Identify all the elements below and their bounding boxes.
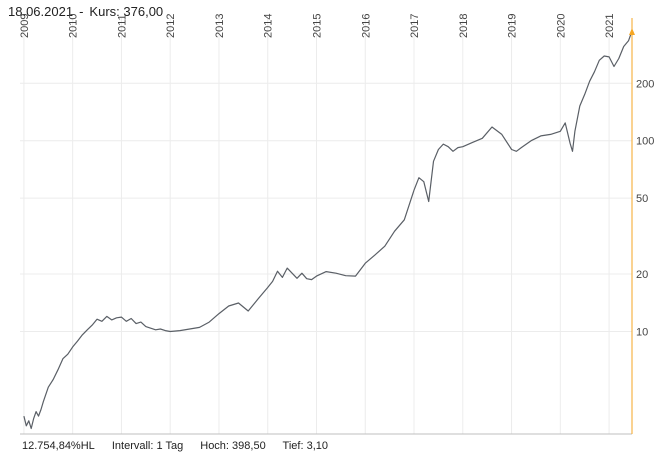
performance-value: 12.754,84%HL xyxy=(22,440,95,452)
quote-date: 18.06.2021 xyxy=(8,4,74,19)
x-tick-label: 2012 xyxy=(165,14,177,38)
high-value: Hoch: 398,50 xyxy=(200,440,266,452)
x-tick-label: 2017 xyxy=(409,14,421,38)
x-axis-year-labels: 2009 2010 2011 2012 2013 2014 2015 2016 2017 2018… xyxy=(19,14,616,38)
price-series-line xyxy=(23,30,633,430)
header-separator: - xyxy=(79,4,84,19)
plot-area xyxy=(23,28,635,430)
x-tick-label: 2013 xyxy=(214,14,226,38)
y-tick-label: 10 xyxy=(636,326,648,338)
x-tick-label: 2018 xyxy=(458,14,470,38)
last-price-marker xyxy=(629,28,635,36)
price-label: Kurs: xyxy=(89,4,120,19)
y-tick-label: 20 xyxy=(636,269,648,281)
chart-footer: 12.754,84%HL Intervall: 1 Tag Hoch: 398,… xyxy=(22,440,342,452)
y-axis-ticks: 10 20 50 100 200 xyxy=(636,78,654,338)
x-tick-label: 2021 xyxy=(604,14,616,38)
x-tick-label: 2014 xyxy=(263,14,275,38)
chart-grid xyxy=(20,18,633,435)
x-tick-label: 2010 xyxy=(68,14,80,38)
x-tick-label: 2015 xyxy=(311,14,323,38)
x-tick-label: 2019 xyxy=(507,14,519,38)
quote-header: 18.06.2021- Kurs: 376,00 xyxy=(8,4,163,19)
x-tick-label: 2009 xyxy=(19,14,31,38)
interval-selector[interactable]: Intervall: 1 Tag xyxy=(111,440,184,452)
y-tick-label: 200 xyxy=(636,78,654,90)
low-value: Tief: 3,10 xyxy=(282,440,328,452)
y-tick-label: 100 xyxy=(636,136,654,148)
price-value: 376,00 xyxy=(123,4,164,19)
x-tick-label: 2020 xyxy=(555,14,567,38)
x-tick-label: 2016 xyxy=(360,14,372,38)
x-tick-label: 2011 xyxy=(116,14,128,38)
y-tick-label: 50 xyxy=(636,193,648,205)
